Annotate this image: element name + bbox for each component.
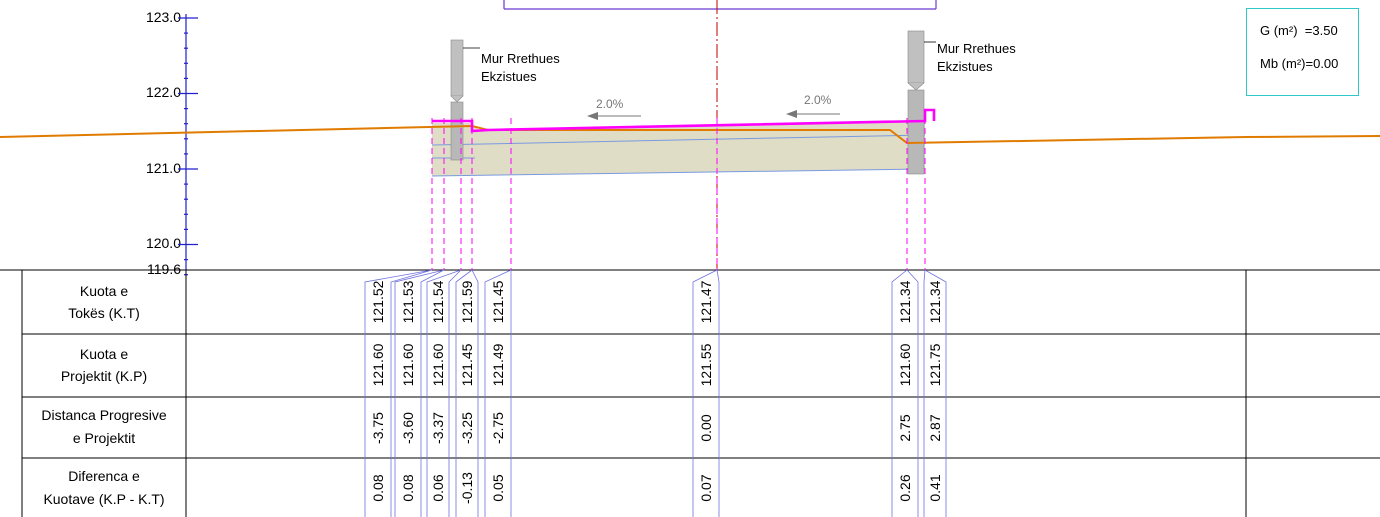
station-value-project: 121.60 <box>400 343 416 386</box>
station-value-ground: 121.34 <box>927 280 943 323</box>
station-value-diff: 0.08 <box>400 474 416 501</box>
station-value-distance: -3.37 <box>430 412 446 444</box>
fill-area-value: =0.00 <box>1305 56 1339 71</box>
slope-label: 2.0% <box>804 93 832 107</box>
existing-wall-left <box>450 39 480 161</box>
axis-tick-label: 121.0 <box>146 160 181 176</box>
station-column-bracket <box>455 269 479 517</box>
station-value-distance: -3.75 <box>370 412 386 444</box>
station-value-diff: 0.41 <box>927 474 943 501</box>
station-value-distance: -2.75 <box>490 412 506 444</box>
row-label-distance-line1: Distanca Progresive <box>41 407 166 423</box>
station-value-diff: 0.06 <box>430 474 446 501</box>
station-value-diff: 0.07 <box>698 474 714 501</box>
station-value-ground: 121.54 <box>430 280 446 323</box>
axis-tick-label: 122.0 <box>146 84 181 100</box>
area-summary-box: G (m²) =3.50 Mb (m²)=0.00 <box>1246 8 1359 96</box>
station-column-bracket <box>364 269 433 517</box>
elevation-axis: 123.0 122.0 121.0 120.0 119.6 <box>146 9 198 277</box>
existing-wall-right <box>907 30 936 175</box>
station-value-project: 121.55 <box>698 343 714 386</box>
table-columns: 121.52 121.60 -3.75 0.08 121.53 121.60 -3.60 0.… <box>364 118 947 517</box>
row-label-ground-line2: Tokës (K.T) <box>68 305 140 321</box>
fill-area-label: Mb (m²) <box>1260 56 1306 71</box>
station-column-bracket <box>923 269 947 517</box>
station-value-distance: 0.00 <box>698 414 714 441</box>
station-value-diff: -0.13 <box>459 472 475 504</box>
axis-datum-label: 119.6 <box>147 261 181 277</box>
axis-tick-label: 123.0 <box>146 9 181 25</box>
axis-tick-label: 120.0 <box>146 235 181 251</box>
row-label-diff-line1: Diferenca e <box>68 468 140 484</box>
row-label-distance-line2: e Projektit <box>73 430 135 446</box>
station-column-bracket <box>484 269 512 517</box>
table-row-labels: Kuota e Tokës (K.T) Kuota e Projektit (K… <box>41 283 166 507</box>
wall-label-left-line1: Mur Rrethues <box>481 51 560 66</box>
station-value-project: 121.60 <box>430 343 446 386</box>
slope-indicator-right: 2.0% <box>786 93 840 118</box>
station-value-distance: -3.25 <box>459 412 475 444</box>
station-value-ground: 121.45 <box>490 280 506 323</box>
row-label-diff-line2: Kuotave (K.P - K.T) <box>43 491 164 507</box>
cut-area-label: G (m²) <box>1260 23 1298 38</box>
station-value-ground: 121.34 <box>897 280 913 323</box>
station-value-distance: 2.75 <box>897 414 913 441</box>
title-frame <box>503 0 937 10</box>
station-value-ground: 121.47 <box>698 280 714 323</box>
station-value-project: 121.49 <box>490 343 506 386</box>
station-value-diff: 0.26 <box>897 474 913 501</box>
row-label-project-line1: Kuota e <box>80 346 128 362</box>
station-column-bracket <box>394 269 445 517</box>
station-value-project: 121.45 <box>459 343 475 386</box>
data-table-frame <box>0 269 1380 517</box>
slope-label: 2.0% <box>596 97 624 111</box>
station-value-ground: 121.52 <box>370 280 386 323</box>
station-value-project: 121.75 <box>927 343 943 386</box>
station-column-bracket <box>891 269 919 517</box>
station-value-ground: 121.59 <box>459 280 475 323</box>
station-column-bracket <box>426 269 462 517</box>
wall-label-right-line2: Ekzistues <box>937 59 993 74</box>
cut-area-value: =3.50 <box>1304 23 1338 38</box>
row-label-project-line2: Projektit (K.P) <box>61 368 147 384</box>
station-value-diff: 0.05 <box>490 474 506 501</box>
station-value-project: 121.60 <box>897 343 913 386</box>
station-column-bracket <box>692 269 720 517</box>
station-value-project: 121.60 <box>370 343 386 386</box>
slope-indicator-left: 2.0% <box>587 97 641 120</box>
station-value-ground: 121.53 <box>400 280 416 323</box>
wall-label-left-line2: Ekzistues <box>481 69 537 84</box>
row-label-ground-line1: Kuota e <box>80 283 128 299</box>
pavement-structure <box>431 121 926 177</box>
station-value-distance: -3.60 <box>400 412 416 444</box>
wall-label-right-line1: Mur Rrethues <box>937 41 1016 56</box>
station-value-distance: 2.87 <box>927 414 943 441</box>
station-value-diff: 0.08 <box>370 474 386 501</box>
